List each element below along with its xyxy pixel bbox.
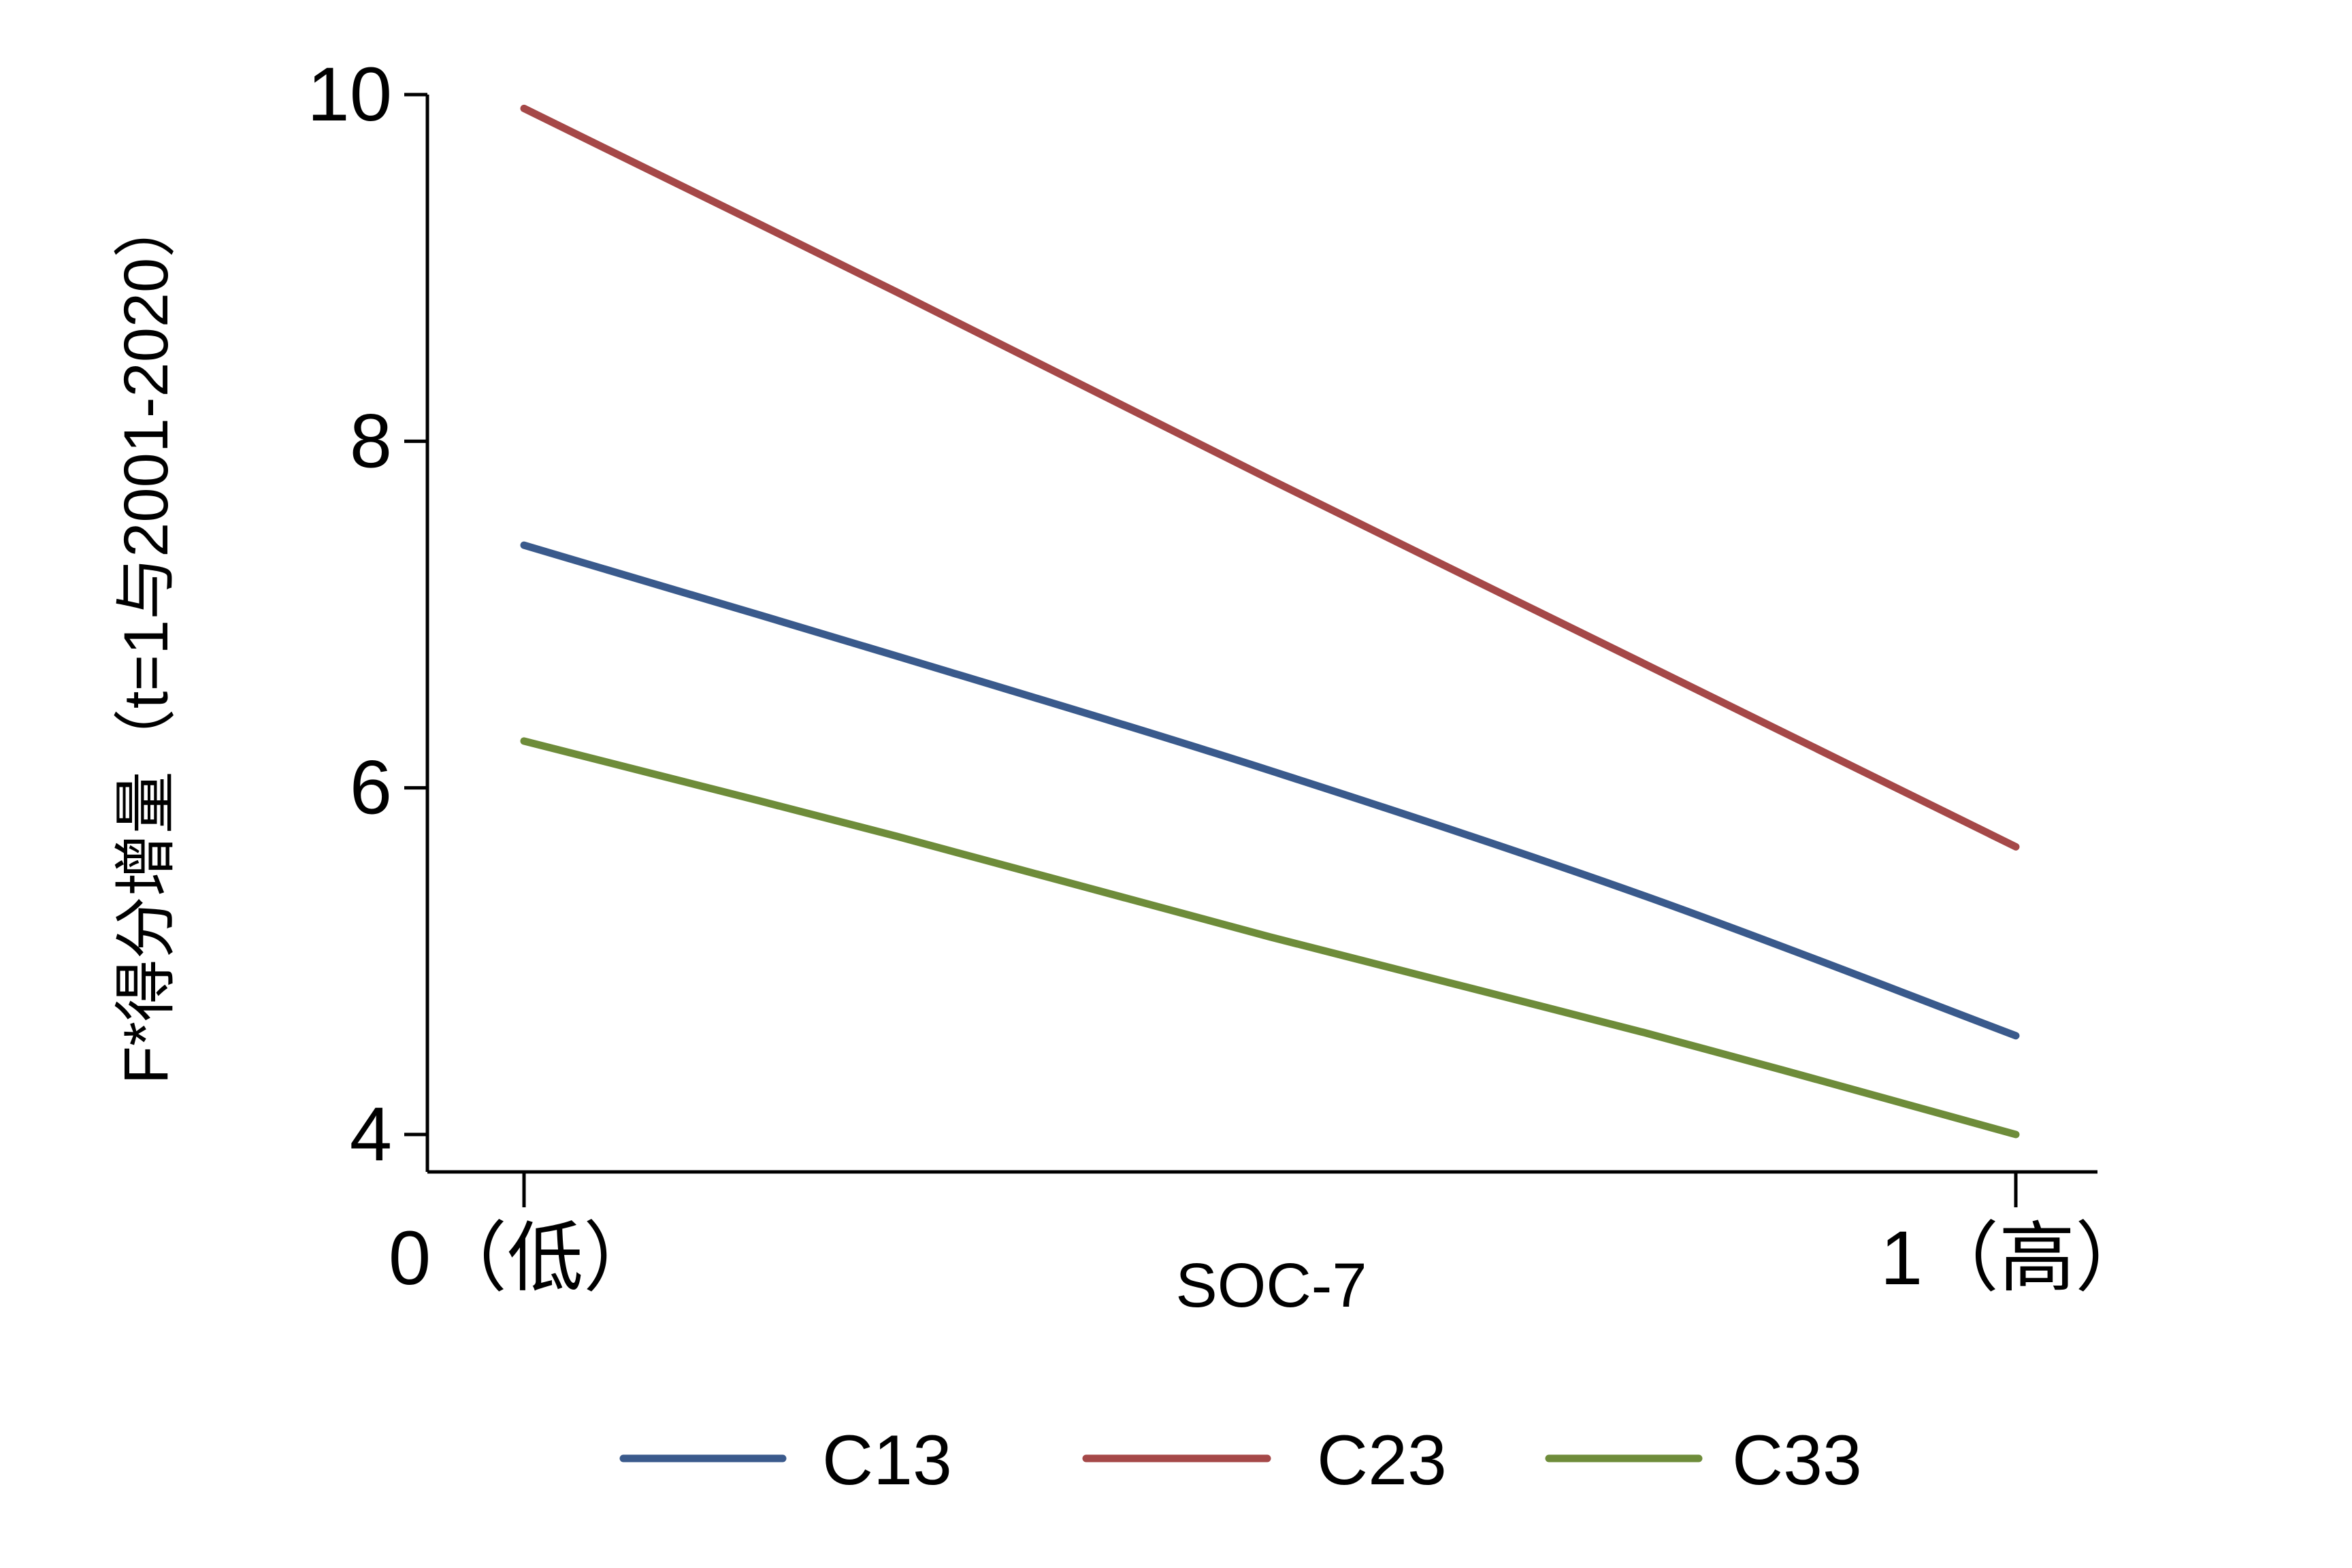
- y-ticks: 4 6 8 10: [307, 52, 427, 1177]
- legend-item-c23: C23: [1082, 1421, 1447, 1500]
- x-tick-label: 0（低）: [389, 1215, 659, 1301]
- y-tick-label: 4: [350, 1092, 392, 1177]
- axes: 4 6 8 10 0（低） 1（高）: [307, 52, 2151, 1301]
- y-tick-label: 8: [350, 398, 392, 483]
- legend: C13 C23 C33: [619, 1421, 1862, 1500]
- y-axis-title: F*得分增量（t=1与2001-2020）: [112, 195, 181, 1084]
- legend-item-c13: C13: [619, 1421, 952, 1500]
- x-ticks: 0（低） 1（高）: [389, 1172, 2151, 1301]
- series-line-c13: [520, 541, 2020, 1040]
- legend-label: C33: [1732, 1421, 1862, 1500]
- legend-label: C23: [1317, 1421, 1447, 1500]
- legend-item-c33: C33: [1545, 1421, 1862, 1500]
- legend-label: C13: [822, 1421, 952, 1500]
- y-tick-label: 6: [350, 745, 392, 830]
- x-axis-title: SOC-7: [1175, 1251, 1367, 1320]
- x-tick-label: 1（高）: [1880, 1215, 2151, 1301]
- series-group: [520, 104, 2020, 1139]
- y-tick-label: 10: [307, 52, 392, 137]
- series-line-c33: [520, 737, 2020, 1139]
- series-line-c23: [520, 104, 2020, 851]
